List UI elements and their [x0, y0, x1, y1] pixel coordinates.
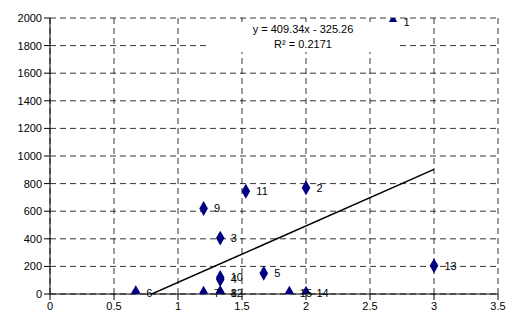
svg-text:400: 400 [24, 233, 42, 245]
svg-text:0.5: 0.5 [106, 300, 121, 312]
svg-text:600: 600 [24, 205, 42, 217]
svg-text:1: 1 [404, 16, 410, 28]
svg-text:2: 2 [317, 182, 323, 194]
svg-text:11: 11 [256, 185, 267, 197]
svg-text:12: 12 [231, 287, 243, 299]
svg-text:9: 9 [214, 202, 220, 214]
svg-text:7: 7 [214, 287, 220, 299]
svg-text:5: 5 [274, 267, 280, 279]
svg-text:2.5: 2.5 [362, 300, 377, 312]
html-text:R² = 0.2171: R² = 0.2171 [274, 38, 332, 50]
svg-text:200: 200 [24, 260, 42, 272]
svg-text:15: 15 [300, 287, 312, 299]
svg-text:6: 6 [146, 287, 152, 299]
svg-text:1000: 1000 [18, 150, 42, 162]
svg-text:1400: 1400 [18, 95, 42, 107]
html-text:y = 409.34x - 325.26: y = 409.34x - 325.26 [252, 23, 354, 35]
svg-text:2000: 2000 [18, 12, 42, 24]
svg-text:14: 14 [317, 287, 329, 299]
svg-text:1200: 1200 [18, 122, 42, 134]
svg-text:10: 10 [231, 271, 243, 283]
svg-text:1800: 1800 [18, 40, 42, 52]
svg-text:3.5: 3.5 [490, 300, 505, 312]
svg-text:3: 3 [231, 232, 237, 244]
svg-text:1: 1 [175, 300, 181, 312]
svg-text:1600: 1600 [18, 67, 42, 79]
svg-text:0: 0 [47, 300, 53, 312]
svg-text:800: 800 [24, 178, 42, 190]
svg-text:13: 13 [445, 260, 457, 272]
svg-text:3: 3 [431, 300, 437, 312]
svg-text:1.5: 1.5 [234, 300, 249, 312]
svg-text:0: 0 [36, 288, 42, 300]
svg-text:2: 2 [303, 300, 309, 312]
